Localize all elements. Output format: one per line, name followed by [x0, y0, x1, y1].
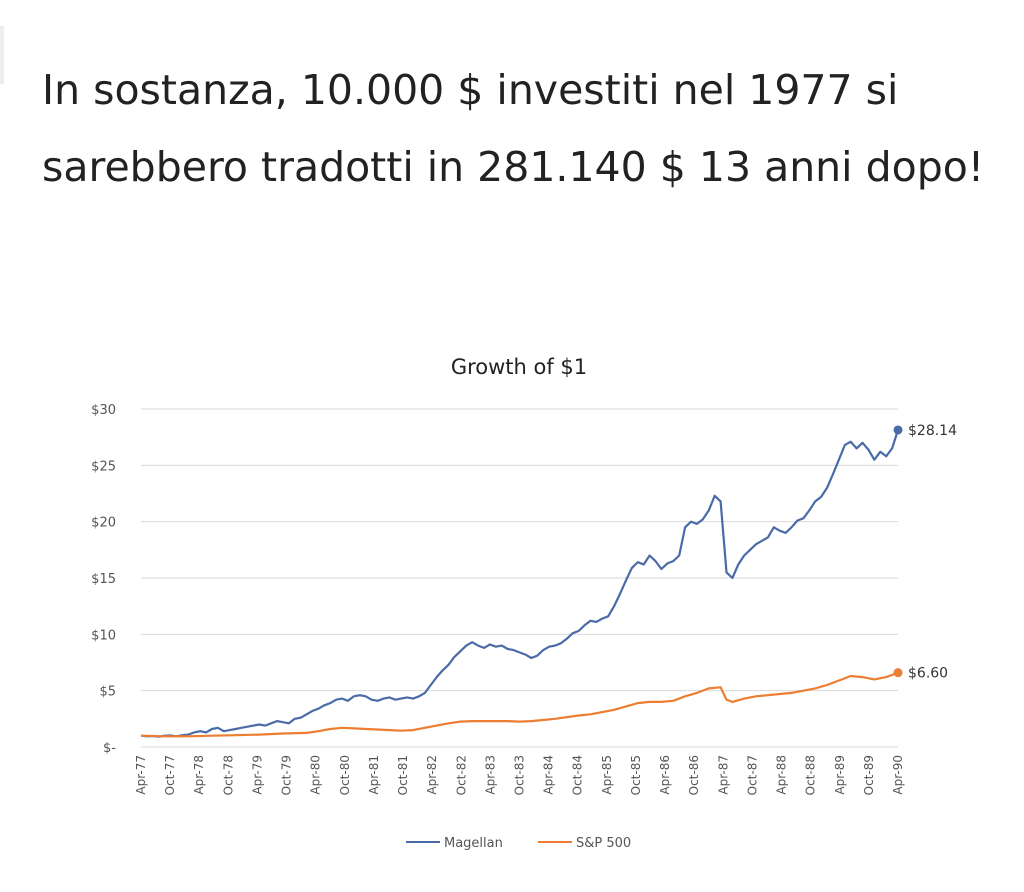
x-tick-label: Oct-77 [163, 755, 177, 795]
series-end-point [893, 668, 903, 678]
y-tick-label: $5 [99, 685, 116, 700]
chart-grid [141, 408, 898, 748]
x-tick-label: Apr-90 [891, 755, 905, 795]
growth-chart: Growth of $1 $- $5 $10 $15 $20 $25 $30 Apr-77 O… [91, 355, 957, 851]
x-tick-label: Apr-77 [134, 755, 148, 795]
headline-text: In sostanza, 10.000 $ investiti nel 1977… [42, 66, 985, 191]
chart-legend: Magellan S&P 500 [406, 836, 631, 851]
x-tick-label: Oct-78 [221, 755, 235, 795]
left-edge-marker [0, 26, 4, 84]
x-tick-label: Oct-86 [687, 755, 701, 795]
x-tick-label: Oct-81 [396, 755, 410, 795]
x-tick-label: Apr-80 [309, 755, 323, 795]
x-tick-label: Apr-82 [425, 755, 439, 795]
y-tick-label: $25 [91, 459, 116, 474]
legend-label: Magellan [444, 836, 503, 851]
series-line-magellan [140, 429, 900, 738]
x-tick-label: Oct-82 [454, 755, 468, 795]
x-tick-label: Oct-83 [513, 755, 527, 795]
legend-label: S&P 500 [576, 836, 631, 851]
x-tick-label: Apr-78 [192, 755, 206, 795]
series-line-sp500 [140, 671, 899, 738]
x-tick-label: Apr-85 [600, 755, 614, 795]
x-tick-label: Oct-84 [571, 755, 585, 795]
chart-series: $28.14 $6.60 [140, 423, 957, 738]
x-tick-label: Oct-88 [804, 755, 818, 795]
x-tick-label: Oct-89 [862, 755, 876, 795]
y-tick-label: $15 [91, 572, 116, 587]
y-axis-ticks: $- $5 $10 $15 $20 $25 $30 [91, 403, 116, 756]
y-tick-label: $20 [91, 516, 116, 531]
x-tick-label: Apr-88 [775, 755, 789, 795]
x-tick-label: Apr-87 [716, 755, 730, 795]
x-tick-label: Oct-80 [338, 755, 352, 795]
x-tick-label: Apr-86 [658, 755, 672, 795]
x-tick-label: Apr-89 [833, 755, 847, 795]
series-end-label: $6.60 [908, 666, 948, 682]
x-tick-label: Apr-81 [367, 755, 381, 795]
series-end-label: $28.14 [908, 423, 957, 439]
y-tick-label: $30 [91, 403, 116, 418]
x-tick-label: Oct-85 [629, 755, 643, 795]
chart-title: Growth of $1 [451, 355, 587, 379]
x-tick-label: Apr-84 [542, 755, 556, 795]
x-tick-label: Apr-79 [250, 755, 264, 795]
x-tick-label: Oct-87 [745, 755, 759, 795]
y-tick-label: $10 [91, 628, 116, 643]
y-tick-label: $- [103, 741, 116, 756]
x-tick-label: Oct-79 [280, 755, 294, 795]
x-tick-label: Apr-83 [483, 755, 497, 795]
x-axis-ticks: Apr-77 Oct-77 Apr-78 Oct-78 Apr-79 Oct-79 Apr-… [134, 755, 905, 795]
series-end-point [893, 425, 903, 435]
